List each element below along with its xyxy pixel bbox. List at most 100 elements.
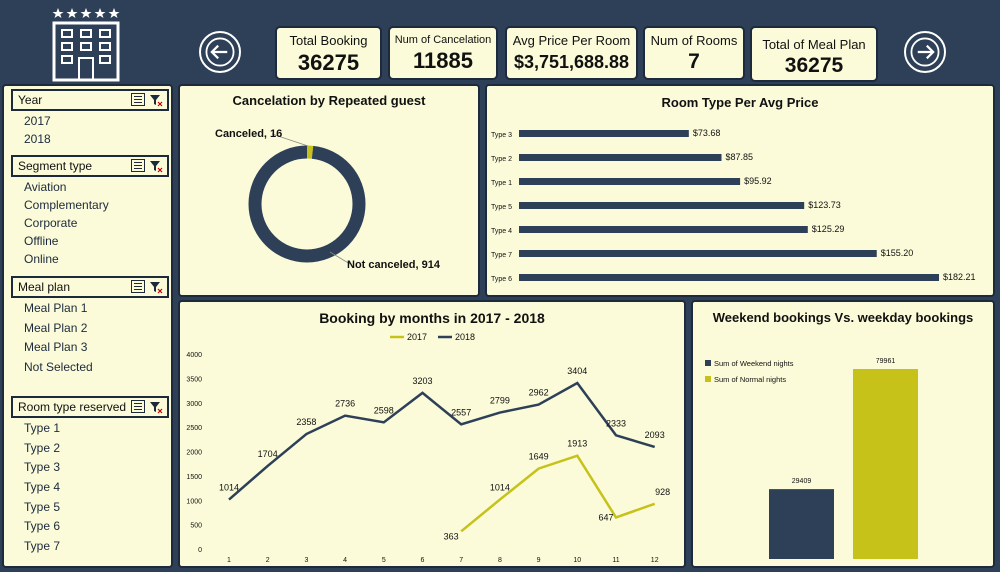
data-label: $123.73 [808,200,841,210]
slicer-item-aviation[interactable]: Aviation [24,180,67,194]
data-label: 363 [444,531,459,541]
kpi-label: Num of Rooms [650,33,738,48]
multi-select-icon[interactable] [131,280,145,293]
kpi-label: Avg Price Per Room [512,33,631,48]
series-line-2018 [228,381,656,501]
data-label: $87.85 [725,152,753,162]
kpi-value: 7 [688,50,700,73]
slicer-item-online[interactable]: Online [24,252,59,266]
kpi-label: Total of Meal Plan [762,37,866,52]
slicer-item-type-7[interactable]: Type 7 [24,539,61,553]
x-tick-label: 12 [651,557,659,564]
slicer-item-2018[interactable]: 2018 [24,132,51,146]
kpi-avg-price: Avg Price Per Room $3,751,688.88 [505,26,638,80]
slicer-item-meal-plan-1[interactable]: Meal Plan 1 [24,301,88,315]
y-tick-label: 3500 [186,376,202,383]
slicer-item-type-6[interactable]: Type 6 [24,519,61,533]
category-label: Type 6 [491,276,512,283]
arrow-left-icon [205,37,235,67]
bar-sum-of-normal-nights [853,369,918,559]
leader-line [271,133,309,147]
slicer-meal-header: Meal plan [11,276,169,298]
filter-sidebar: Year 2017 2018 Segment type Aviation Com… [2,84,173,568]
data-label: $182.21 [943,272,976,282]
slicer-item-type-1[interactable]: Type 1 [24,421,61,435]
kpi-value: 36275 [784,54,844,77]
y-tick-label: 1000 [186,498,202,505]
data-label: 79961 [876,358,896,365]
data-label: 1704 [258,449,278,459]
legend-label: 2018 [455,332,475,342]
x-tick-label: 6 [421,557,425,564]
bar-type-1 [519,178,741,185]
slicer-item-corporate[interactable]: Corporate [24,216,78,230]
clear-filter-icon[interactable] [149,93,163,107]
slicer-item-meal-plan-2[interactable]: Meal Plan 2 [24,321,88,335]
leader-line [329,251,351,265]
legend-swatch [705,360,711,366]
x-tick-label: 2 [266,557,270,564]
slicer-item-meal-plan-3[interactable]: Meal Plan 3 [24,340,88,354]
y-tick-label: 4000 [186,352,202,359]
legend-label: Sum of Weekend nights [714,359,794,368]
slicer-item-2017[interactable]: 2017 [24,114,51,128]
kpi-value: 11885 [413,48,473,73]
data-label: 2736 [335,399,355,409]
slicer-title: Year [18,93,43,107]
room-type-bar-chart: Type 3 $73.68 Type 2 $87.85 Type 1 $95.92 Type… [491,128,976,283]
data-label: Not canceled, 914 [347,259,441,271]
chart-title: Cancelation by Repeated guest [232,93,426,108]
kpi-num-rooms: Num of Rooms 7 [643,26,745,80]
bar-type-3 [519,130,689,137]
slicer-item-offline[interactable]: Offline [24,234,59,248]
data-label: 2799 [490,396,510,406]
data-label: 2333 [606,418,626,428]
chart-title: Room Type Per Avg Price [661,95,819,110]
data-label: Canceled, 16 [215,128,282,140]
y-tick-label: 1500 [186,474,202,481]
category-label: Type 7 [491,252,512,259]
slicer-room-header: Room type reserved [11,396,169,418]
slicer-item-type-3[interactable]: Type 3 [24,460,61,474]
arrow-right-icon [910,37,940,67]
x-tick-label: 9 [537,557,541,564]
slicer-title: Segment type [18,159,93,173]
weekend-bar-chart: Sum of Weekend nights 29409 Sum of Normal … [705,358,918,559]
bar-type-2 [519,154,722,161]
slicer-item-complementary[interactable]: Complementary [24,198,109,212]
slicer-item-not-selected[interactable]: Not Selected [24,360,93,374]
clear-filter-icon[interactable] [149,400,163,414]
slicer-item-type-5[interactable]: Type 5 [24,500,61,514]
data-label: 2093 [645,430,665,440]
back-button[interactable] [199,31,241,73]
slicer-title: Room type reserved [18,400,127,414]
category-label: Type 4 [491,228,512,235]
weekend-weekday-panel: Weekend bookings Vs. weekday bookings Su… [691,300,995,568]
x-tick-label: 5 [382,557,386,564]
data-label: 1649 [529,452,549,462]
booking-months-panel: Booking by months in 2017 - 2018 0 500 100… [178,300,686,568]
data-label: 928 [655,487,670,497]
bar-type-7 [519,250,877,257]
kpi-total-booking: Total Booking 36275 [275,26,382,80]
bar-type-6 [519,274,939,281]
category-label: Type 3 [491,132,512,139]
hotel-logo [50,6,122,82]
donut-slice-not-canceled [248,145,366,263]
multi-select-icon[interactable] [131,93,145,106]
slicer-item-type-2[interactable]: Type 2 [24,441,61,455]
forward-button[interactable] [904,31,946,73]
y-tick-label: 3000 [186,401,202,408]
x-tick-label: 10 [573,557,581,564]
multi-select-icon[interactable] [131,400,145,413]
data-label: $125.29 [812,224,845,234]
kpi-value: 36275 [297,50,360,75]
clear-filter-icon[interactable] [149,280,163,294]
donut-chart: Canceled, 16 Not canceled, 914 [215,128,441,271]
multi-select-icon[interactable] [131,159,145,172]
clear-filter-icon[interactable] [149,159,163,173]
category-label: Type 5 [491,204,512,211]
bar-sum-of-weekend-nights [769,489,834,559]
slicer-item-type-4[interactable]: Type 4 [24,480,61,494]
